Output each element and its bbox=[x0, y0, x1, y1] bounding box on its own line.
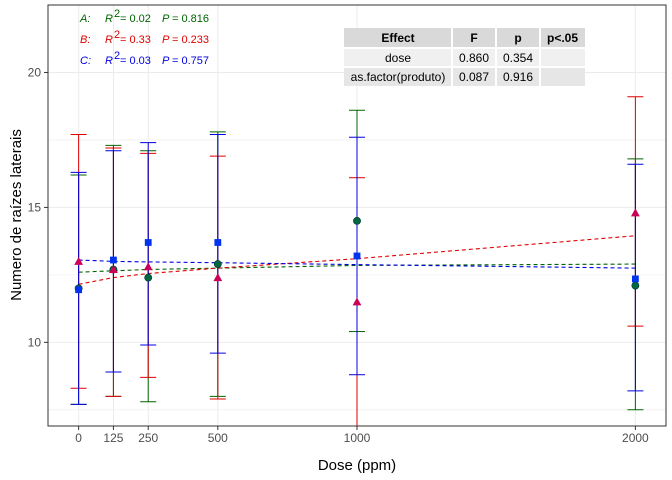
table-header-cell: Effect bbox=[381, 31, 414, 45]
annotation-r2-value: = 0.02 bbox=[120, 13, 151, 25]
annotation-r2-symbol: R bbox=[105, 34, 113, 46]
annotation-r2-symbol: R bbox=[105, 13, 113, 25]
table-cell: 0.087 bbox=[459, 70, 489, 84]
fit-lines bbox=[78, 235, 636, 285]
annotation-letter: B: bbox=[80, 34, 90, 46]
point-c bbox=[631, 275, 639, 283]
point-c bbox=[144, 239, 152, 246]
table-row-bg bbox=[344, 67, 585, 86]
table-cell: dose bbox=[385, 51, 411, 65]
annotation-p-symbol: P bbox=[162, 34, 170, 46]
table-cell: as.factor(produto) bbox=[351, 70, 446, 84]
table-header-cell: F bbox=[470, 31, 477, 45]
point-a bbox=[213, 260, 222, 268]
annotation-p-symbol: P bbox=[162, 13, 170, 25]
annotation-r2-superscript: 2 bbox=[114, 29, 120, 41]
point-b bbox=[630, 208, 640, 217]
table-header-cell: p<.05 bbox=[547, 31, 578, 45]
point-a bbox=[144, 273, 153, 282]
x-axis-title: Dose (ppm) bbox=[318, 457, 396, 474]
x-tick-label: 250 bbox=[138, 431, 158, 445]
point-b bbox=[213, 273, 223, 282]
fit-line-b bbox=[78, 235, 636, 285]
annotation-r2-symbol: R bbox=[105, 55, 113, 67]
annotation-p-symbol: P bbox=[162, 55, 170, 67]
point-a bbox=[631, 281, 640, 290]
x-tick-label: 125 bbox=[103, 431, 123, 445]
point-b bbox=[109, 265, 118, 273]
annotation-p-value: = 0.757 bbox=[172, 55, 209, 67]
annotation-r2-value: = 0.33 bbox=[120, 34, 151, 46]
x-tick-label: 2000 bbox=[622, 431, 649, 445]
point-c bbox=[110, 256, 117, 264]
point-b bbox=[74, 256, 84, 265]
annotation-p-value: = 0.233 bbox=[172, 34, 209, 46]
point-b bbox=[143, 262, 153, 271]
annotation-p-value: = 0.816 bbox=[172, 13, 209, 25]
point-c bbox=[75, 286, 83, 294]
table-header-cell: p bbox=[514, 31, 521, 45]
point-a bbox=[353, 216, 361, 225]
x-tick-label: 0 bbox=[75, 431, 82, 445]
table-cell: 0.916 bbox=[503, 70, 533, 84]
point-c bbox=[353, 252, 361, 260]
point-b bbox=[352, 297, 362, 306]
fit-line-c bbox=[78, 259, 636, 269]
y-tick-label: 15 bbox=[28, 200, 42, 214]
y-axis-title: Numero de raízes laterais bbox=[8, 129, 25, 301]
data-points bbox=[74, 208, 640, 306]
annotation-r2-value: = 0.03 bbox=[120, 55, 151, 67]
annotation-r2-superscript: 2 bbox=[114, 50, 120, 62]
table-cell: 0.860 bbox=[459, 51, 489, 65]
axes: 0 125 250 500 1000 2000 10 15 20 bbox=[28, 65, 649, 445]
x-tick-label: 500 bbox=[208, 431, 228, 445]
y-tick-label: 20 bbox=[28, 65, 42, 79]
y-tick-label: 10 bbox=[28, 335, 42, 349]
point-c bbox=[214, 239, 222, 246]
table-cell: 0.354 bbox=[503, 51, 533, 65]
table-row-bg bbox=[344, 48, 585, 67]
table-header-bg bbox=[344, 28, 585, 48]
annotation-r2-superscript: 2 bbox=[114, 8, 120, 20]
annotation-letter: A: bbox=[79, 13, 90, 25]
x-tick-label: 1000 bbox=[344, 431, 371, 445]
annotation-letter: C: bbox=[80, 55, 91, 67]
